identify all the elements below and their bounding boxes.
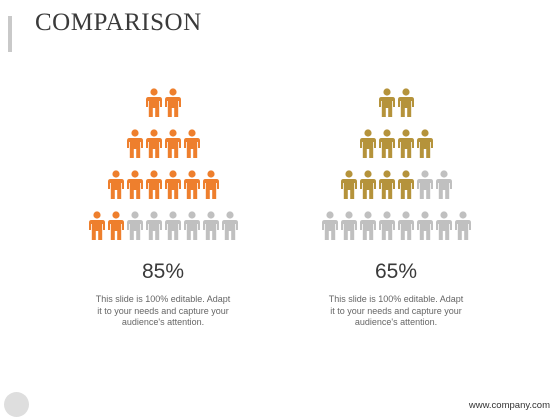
- percent-value: 65%: [374, 260, 418, 283]
- person-icon: [378, 88, 395, 117]
- person-icon: [164, 170, 181, 199]
- person-icon: [145, 129, 162, 158]
- person-icon: [378, 170, 395, 199]
- people-pyramid: [296, 88, 496, 250]
- people-pyramid: [63, 88, 263, 250]
- description-text: This slide is 100% editable. Adapt it to…: [328, 294, 464, 327]
- person-icon: [359, 129, 376, 158]
- person-icon: [145, 170, 162, 199]
- person-icon: [164, 129, 181, 158]
- pyramid-row: [296, 88, 496, 118]
- slide-title: COMPARISON: [35, 9, 202, 36]
- person-icon: [145, 88, 162, 117]
- comparison-panel-right: 65% This slide is 100% editable. Adapt i…: [296, 88, 496, 329]
- footer-url: www.company.com: [468, 400, 550, 411]
- person-icon: [397, 88, 414, 117]
- pyramid-row: [63, 88, 263, 118]
- percent-value: 85%: [141, 260, 185, 283]
- person-icon: [321, 211, 338, 240]
- person-icon: [397, 170, 414, 199]
- person-icon: [202, 170, 219, 199]
- person-icon: [397, 129, 414, 158]
- pyramid-row: [296, 211, 496, 241]
- person-icon: [340, 170, 357, 199]
- person-icon: [378, 211, 395, 240]
- person-icon: [164, 88, 181, 117]
- pyramid-row: [63, 129, 263, 159]
- person-icon: [183, 129, 200, 158]
- person-icon: [145, 211, 162, 240]
- person-icon: [454, 211, 471, 240]
- person-icon: [126, 211, 143, 240]
- pyramid-row: [63, 170, 263, 200]
- person-icon: [416, 211, 433, 240]
- pyramid-row: [63, 211, 263, 241]
- person-icon: [435, 211, 452, 240]
- person-icon: [88, 211, 105, 240]
- person-icon: [126, 170, 143, 199]
- person-icon: [416, 170, 433, 199]
- person-icon: [397, 211, 414, 240]
- person-icon: [202, 211, 219, 240]
- person-icon: [416, 129, 433, 158]
- person-icon: [378, 129, 395, 158]
- person-icon: [107, 211, 124, 240]
- person-icon: [107, 170, 124, 199]
- person-icon: [221, 211, 238, 240]
- person-icon: [359, 211, 376, 240]
- footer-circle: [4, 392, 29, 417]
- comparison-panel-left: 85% This slide is 100% editable. Adapt i…: [63, 88, 263, 329]
- person-icon: [435, 170, 452, 199]
- pyramid-row: [296, 129, 496, 159]
- title-accent-bar: [8, 16, 12, 52]
- person-icon: [183, 170, 200, 199]
- person-icon: [126, 129, 143, 158]
- person-icon: [183, 211, 200, 240]
- person-icon: [340, 211, 357, 240]
- pyramid-row: [296, 170, 496, 200]
- description-text: This slide is 100% editable. Adapt it to…: [95, 294, 231, 327]
- person-icon: [359, 170, 376, 199]
- person-icon: [164, 211, 181, 240]
